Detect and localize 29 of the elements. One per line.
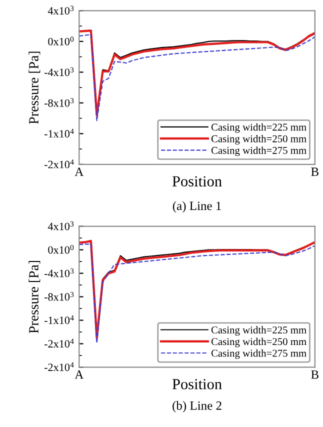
legend-label: Casing width=225 mm — [211, 326, 306, 336]
x-tick-label: B — [311, 168, 318, 176]
y-axis-title: Pressure [Pa] — [28, 260, 40, 334]
x-tick-label: A — [74, 168, 84, 176]
y-tick-label: 0x10$^{0}$ — [48, 36, 74, 46]
legend-label: Casing width=275 mm — [211, 349, 306, 359]
text: (a) Line 1 — [172, 201, 221, 213]
y-tick-label: 0x10$^{0}$ — [48, 244, 74, 254]
legend-label: Casing width=225 mm — [211, 123, 306, 133]
y-tick-label: -8x10$^{3}$ — [44, 292, 74, 301]
text: (b) Line 2 — [172, 401, 222, 412]
y-tick-label: 4x10$^{3}$ — [48, 221, 74, 230]
y-tick-label: -2x10$^{4}$ — [44, 159, 74, 168]
y-tick-label: -1x10$^{4}$ — [44, 315, 74, 324]
legend-label: Casing width=275 mm — [211, 146, 306, 156]
x-axis-title: Position — [172, 176, 222, 186]
y-axis-title: Pressure [Pa] — [28, 52, 40, 124]
legend-label: Casing width=250 mm — [211, 134, 306, 144]
x-tick-label: B — [311, 370, 318, 379]
y-tick-label: -4x10$^{3}$ — [44, 67, 74, 76]
x-axis-title: Position — [172, 379, 222, 390]
y-tick-label: -8x10$^{3}$ — [44, 98, 74, 107]
y-tick-label: -1x10$^{4}$ — [44, 128, 74, 138]
legend-label: Casing width=250 mm — [211, 338, 306, 348]
y-tick-label: 4x10$^{3}$ — [48, 6, 74, 15]
y-tick-label: -4x10$^{3}$ — [44, 268, 74, 278]
x-tick-label: A — [74, 370, 84, 379]
y-tick-label: -2x10$^{4}$ — [44, 338, 74, 348]
y-tick-label: -2x10$^{4}$ — [44, 362, 74, 372]
